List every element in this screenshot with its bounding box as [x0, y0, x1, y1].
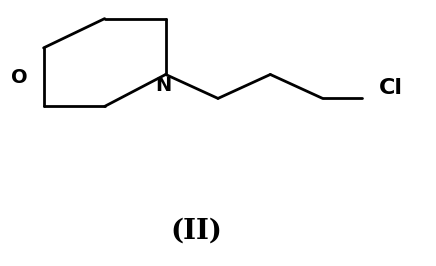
Text: O: O — [11, 68, 28, 87]
Text: N: N — [155, 76, 172, 95]
Text: (II): (II) — [170, 218, 222, 245]
Text: Cl: Cl — [379, 78, 403, 98]
